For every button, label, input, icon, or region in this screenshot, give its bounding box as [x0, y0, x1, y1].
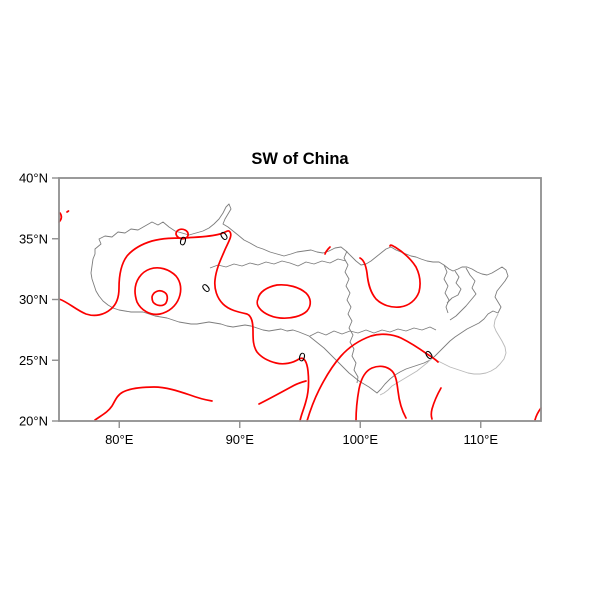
- y-tick-label: 40°N: [19, 171, 48, 186]
- contour-lines: [58, 210, 542, 422]
- x-axis-ticks: 80°E 90°E 100°E 110°E: [105, 421, 498, 447]
- contour-horseshoe-sichuan: [359, 244, 421, 309]
- contour-southeast-arc-spur: [258, 380, 307, 405]
- map-boundary-lines: [90, 203, 509, 396]
- contour-closed-cell-center: [256, 283, 312, 320]
- contour-north-boundary-dash: [324, 246, 331, 255]
- contour-bottom-arch: [355, 365, 407, 422]
- contour-mini-loop-near-label: [175, 228, 189, 240]
- x-tick-label: 110°E: [463, 432, 498, 447]
- map-boundary-border-sichuan-west: [343, 250, 359, 384]
- contour-closed-cell-outer: [134, 266, 182, 316]
- contour-zero-label: 0: [178, 233, 189, 248]
- x-tick-label: 90°E: [226, 432, 255, 447]
- y-tick-label: 35°N: [19, 231, 48, 246]
- contour-southeast-arc: [306, 333, 439, 422]
- map-boundary-border-chongqing-inner: [446, 270, 462, 304]
- contour-zero-label: 0: [422, 347, 436, 363]
- map-boundary-border-yunnan-north: [309, 326, 437, 337]
- contour-short-strand: [430, 387, 442, 420]
- plot-title: SW of China: [251, 150, 349, 168]
- contour-corner-fragment: [534, 407, 542, 421]
- map-boundary-border-chongqing-guizhou: [443, 264, 450, 314]
- y-tick-label: 20°N: [19, 414, 48, 429]
- contour-left-edge-dot: [66, 210, 70, 213]
- plot-box-frame: [58, 177, 542, 422]
- map-boundary-border-qinghai-tibet: [209, 258, 347, 269]
- contour-closed-cell-inner: [151, 289, 169, 307]
- map-boundary-border-guizhou-inner: [449, 267, 477, 321]
- contour-zero-label: 0: [199, 280, 214, 295]
- contour-south-rise-from-bottom: [94, 386, 213, 421]
- map-boundary-guangxi-outline-south: [379, 357, 433, 396]
- y-tick-label: 30°N: [19, 292, 48, 307]
- x-tick-label: 80°E: [105, 432, 134, 447]
- x-tick-label: 100°E: [342, 432, 378, 447]
- y-tick-label: 25°N: [19, 353, 48, 368]
- contour-zero-contour-west-long: [58, 230, 310, 422]
- map-boundary-outer-boundary: [90, 203, 509, 394]
- y-axis-ticks: 40°N 35°N 30°N 25°N 20°N: [19, 171, 59, 429]
- axes: 80°E 90°E 100°E 110°E 40°N 35°N 30°N 25°N 20°N: [19, 171, 542, 447]
- contour-zero-label: 0: [297, 349, 308, 364]
- map-boundary-guangxi-outline-north: [431, 313, 507, 375]
